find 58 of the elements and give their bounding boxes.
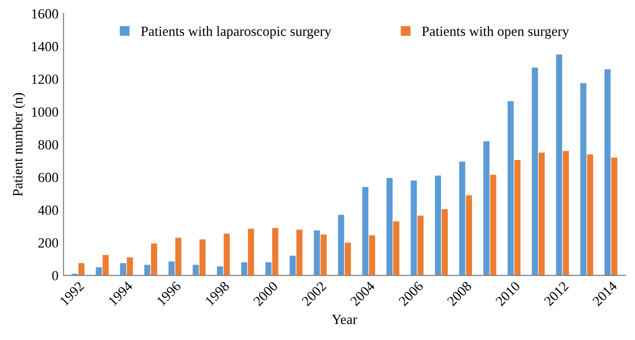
y-tick-label: 400 [38,206,58,215]
bar [434,176,442,276]
bar [538,152,545,276]
bar [338,214,344,276]
bar [386,178,393,276]
bar [265,262,272,276]
bar [120,263,126,276]
bar [490,174,496,276]
bar [272,228,278,276]
bar [224,234,230,276]
bar [290,256,296,276]
bar [362,187,368,276]
y-tick-label: 200 [38,238,58,248]
bar [175,238,182,276]
y-axis-title: Patient number (n) [12,93,26,196]
legend-label: Patients with laparoscopic surgery [141,26,332,39]
bar [556,54,562,276]
bar [320,234,327,276]
bar [587,154,594,276]
y-tick-label: 800 [38,140,58,150]
y-tick-label: 1400 [32,42,58,52]
bar [296,230,302,276]
bar [216,266,224,276]
bar [459,162,466,276]
bar [442,209,448,276]
bar [144,264,150,276]
bar [102,254,109,276]
bar [344,242,351,276]
bar [126,257,133,276]
bar [241,262,248,276]
bar [199,239,206,276]
bar [483,141,490,276]
bar [248,228,254,276]
bar [604,69,611,276]
bar [369,235,376,276]
y-tick-label: 1000 [32,107,58,117]
bar [562,151,569,276]
legend-label: Patients with open surgery [422,26,570,39]
bar [611,158,618,276]
bar [466,195,472,276]
bar [514,160,520,276]
y-tick-label: 1600 [32,9,58,19]
bar [192,264,199,276]
bar [393,221,400,276]
bar [417,216,424,276]
bar [532,68,538,276]
y-tick-label: 1200 [32,74,58,84]
y-tick-label: 0 [52,270,58,280]
bar [580,83,586,276]
bar [168,261,175,276]
bar [508,101,514,276]
bar [96,267,102,276]
bar [314,230,320,276]
x-axis-title: Year [332,314,358,324]
y-tick-label: 600 [38,172,58,182]
bar [78,263,84,276]
bar [151,243,158,276]
bar [410,180,417,276]
